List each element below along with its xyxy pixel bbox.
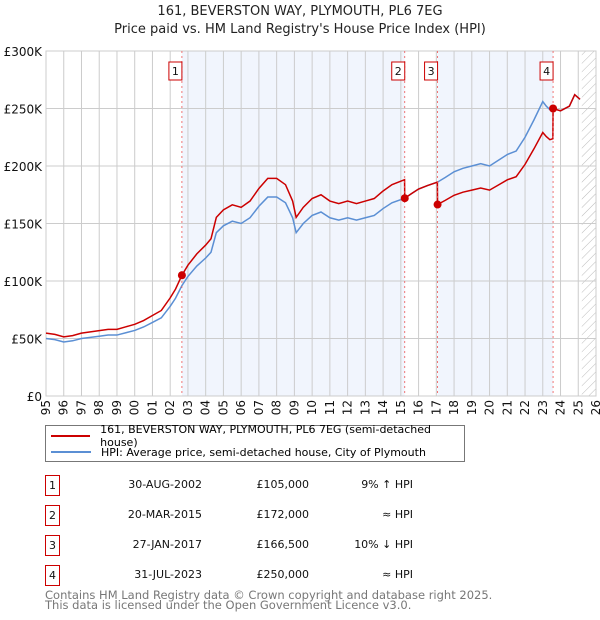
sale-marker-label: 1 xyxy=(45,475,60,496)
sale-marker-label: 4 xyxy=(45,565,60,586)
sale-label: 1 xyxy=(172,65,179,78)
x-tick-label: 2017 xyxy=(429,400,443,415)
x-tick-label: 2023 xyxy=(536,400,550,415)
legend-swatch-price xyxy=(51,435,91,437)
sale-label-box xyxy=(539,61,554,81)
sale-hpi-comparison: ≈ HPI xyxy=(382,508,413,521)
x-tick-label: 2022 xyxy=(518,400,532,415)
sale-date: 30-AUG-2002 xyxy=(128,478,202,491)
legend-item-hpi: HPI: Average price, semi-detached house,… xyxy=(51,444,426,460)
sale-price: £166,500 xyxy=(256,538,310,551)
x-tick-label: 2019 xyxy=(465,400,479,415)
x-tick-label: 2002 xyxy=(163,400,177,415)
sale-marker-label: 3 xyxy=(45,535,60,556)
sale-row: 2 20-MAR-2015 £172,000 ≈ HPI xyxy=(45,505,445,526)
x-tick-label: 2016 xyxy=(412,400,426,415)
plot-border xyxy=(45,50,597,397)
sale-row: 4 31-JUL-2023 £250,000 ≈ HPI xyxy=(45,565,445,586)
sale-label: 3 xyxy=(428,65,435,78)
x-tick-label: 2013 xyxy=(358,400,372,415)
sale-date: 27-JAN-2017 xyxy=(132,538,202,551)
x-tick-label: 2025 xyxy=(571,400,585,415)
x-tick-label: 2011 xyxy=(323,400,337,415)
sale-label: 2 xyxy=(395,65,402,78)
sale-point xyxy=(549,104,558,113)
plot-area: 1995199619971998199920002001200220032004… xyxy=(4,45,600,415)
sale-date: 31-JUL-2023 xyxy=(134,568,202,581)
sale-row: 1 30-AUG-2002 £105,000 9% ↑ HPI xyxy=(45,475,445,496)
y-tick-label: £0 xyxy=(27,390,42,404)
sale-point xyxy=(433,200,442,209)
sale-label-box xyxy=(424,61,439,81)
y-tick-label: £100K xyxy=(4,275,44,289)
sale-price: £105,000 xyxy=(256,478,310,491)
x-tick-label: 1998 xyxy=(92,400,106,415)
x-tick-label: 2004 xyxy=(199,400,213,415)
hpi-line xyxy=(45,93,581,343)
x-tick-label: 1997 xyxy=(74,400,88,415)
x-tick-label: 2000 xyxy=(128,400,142,415)
y-tick-label: £150K xyxy=(4,218,44,232)
chart-subtitle: Price paid vs. HM Land Registry's House … xyxy=(114,22,486,37)
x-tick-label: 1995 xyxy=(39,400,53,415)
legend: 161, BEVERSTON WAY, PLYMOUTH, PL6 7EG (s… xyxy=(45,423,465,462)
chart-title: 161, BEVERSTON WAY, PLYMOUTH, PL6 7EG xyxy=(157,4,443,19)
x-tick-label: 2014 xyxy=(376,400,390,415)
sale-hpi-comparison: 10% ↓ HPI xyxy=(354,538,413,551)
sale-row: 3 27-JAN-2017 £166,500 10% ↓ HPI xyxy=(45,535,445,556)
y-tick-label: £50K xyxy=(11,333,43,347)
x-tick-label: 2021 xyxy=(500,400,514,415)
x-tick-label: 1999 xyxy=(110,400,124,415)
price-paid-line xyxy=(45,93,581,338)
sale-label-box xyxy=(168,61,183,81)
x-tick-label: 2024 xyxy=(554,400,568,415)
sale-date: 20-MAR-2015 xyxy=(127,508,202,521)
sale-label: 4 xyxy=(543,65,550,78)
x-tick-label: 2006 xyxy=(234,400,248,415)
x-tick-label: 2020 xyxy=(483,400,497,415)
x-tick-label: 2018 xyxy=(447,400,461,415)
legend-item-price: 161, BEVERSTON WAY, PLYMOUTH, PL6 7EG (s… xyxy=(51,423,464,449)
legend-label-hpi: HPI: Average price, semi-detached house,… xyxy=(101,445,426,459)
x-tick-label: 2001 xyxy=(145,400,159,415)
sale-point xyxy=(400,194,409,203)
x-tick-label: 2009 xyxy=(287,400,301,415)
footer-copyright: Contains HM Land Registry data © Crown c… xyxy=(45,588,493,602)
legend-swatch-hpi xyxy=(51,451,91,453)
sale-marker-label: 2 xyxy=(45,505,60,526)
sale-label-box xyxy=(391,61,406,81)
y-tick-label: £300K xyxy=(4,45,44,59)
sale-hpi-comparison: 9% ↑ HPI xyxy=(361,478,413,491)
x-tick-label: 2003 xyxy=(181,400,195,415)
sale-price: £172,000 xyxy=(256,508,310,521)
footer-licence: This data is licensed under the Open Gov… xyxy=(45,598,412,612)
legend-label-price: 161, BEVERSTON WAY, PLYMOUTH, PL6 7EG (s… xyxy=(100,423,432,449)
y-tick-label: £250K xyxy=(4,103,44,117)
x-tick-label: 2015 xyxy=(394,400,408,415)
sale-point xyxy=(177,271,186,280)
x-tick-label: 2007 xyxy=(252,400,266,415)
y-tick-label: £200K xyxy=(4,160,44,174)
x-tick-label: 2005 xyxy=(216,400,230,415)
x-tick-label: 2010 xyxy=(305,400,319,415)
x-tick-label: 2012 xyxy=(341,400,355,415)
sale-hpi-comparison: ≈ HPI xyxy=(382,568,413,581)
x-tick-label: 2008 xyxy=(270,400,284,415)
x-tick-label: 1996 xyxy=(57,400,71,415)
sale-price: £250,000 xyxy=(256,568,310,581)
x-tick-label: 2026 xyxy=(589,400,600,415)
